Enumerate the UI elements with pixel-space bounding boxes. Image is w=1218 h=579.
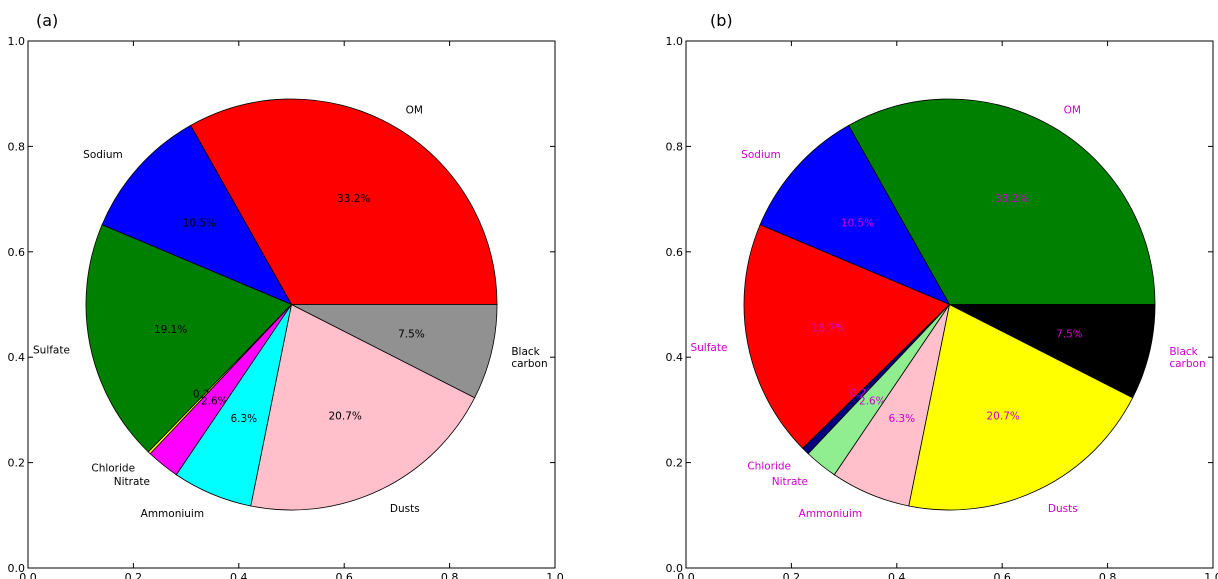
panel-label: (b) xyxy=(710,11,733,30)
pie-slice-om xyxy=(190,98,498,305)
slice-label-ammoniuim: Ammoniuim xyxy=(141,508,204,520)
x-tick-label: 0.0 xyxy=(19,571,37,579)
y-tick-label: 0.0 xyxy=(666,562,684,575)
slice-label-sulfate: Sulfate xyxy=(33,345,70,357)
pie-slice-black-carbon xyxy=(949,304,1156,399)
pct-label-dusts: 20.7% xyxy=(987,411,1020,423)
y-tick-label: 1.0 xyxy=(8,35,26,48)
pie-slice-sodium xyxy=(759,124,951,306)
pie-slice-black-carbon xyxy=(291,304,498,399)
x-tick-label: 0.6 xyxy=(993,571,1011,579)
pie-slice-dusts xyxy=(908,303,1134,511)
pct-label-sulfate: 19.1% xyxy=(154,324,187,336)
x-tick-label: 0.8 xyxy=(1099,571,1117,579)
slice-label-sodium: Sodium xyxy=(741,149,781,161)
slice-label-nitrate: Nitrate xyxy=(772,476,808,488)
pct-label-sulfate: 18.7% xyxy=(812,323,845,335)
y-tick-label: 0.0 xyxy=(8,562,26,575)
y-tick-label: 0.4 xyxy=(666,351,684,364)
pie-slice-sulfate xyxy=(85,224,293,453)
slice-label-sulfate: Sulfate xyxy=(690,342,727,354)
y-tick-label: 0.6 xyxy=(8,246,26,259)
pct-label-black-carbon: 7.5% xyxy=(1056,328,1083,340)
pct-label-nitrate: 2.6% xyxy=(859,396,886,408)
pct-label-ammoniuim: 6.3% xyxy=(888,413,915,425)
y-tick-label: 0.4 xyxy=(8,351,26,364)
slice-label-black-carbon: Black carbon xyxy=(1169,346,1205,370)
pct-label-black-carbon: 7.5% xyxy=(398,328,425,340)
slice-label-om: OM xyxy=(1064,104,1081,116)
x-tick-label: 1.0 xyxy=(546,571,564,579)
y-tick-label: 0.2 xyxy=(666,457,684,470)
x-tick-label: 0.0 xyxy=(677,571,695,579)
pct-label-sodium: 10.5% xyxy=(841,217,874,229)
slice-label-dusts: Dusts xyxy=(1048,503,1078,515)
slice-label-dusts: Dusts xyxy=(390,503,420,515)
pie-slice-sulfate xyxy=(743,224,951,449)
pct-label-om: 33.2% xyxy=(995,193,1028,205)
pct-label-sodium: 10.5% xyxy=(183,217,216,229)
panel-label: (a) xyxy=(36,11,58,30)
x-tick-label: 0.4 xyxy=(230,571,248,579)
pct-label-ammoniuim: 6.3% xyxy=(230,413,257,425)
pct-label-dusts: 20.7% xyxy=(329,411,362,423)
x-tick-label: 0.8 xyxy=(441,571,459,579)
pie-slice-sodium xyxy=(101,124,293,306)
x-tick-label: 1.0 xyxy=(1204,571,1218,579)
chart-panel-0: (a) 0.0 0.2 0.4 0.6 0.8 1.0 0.0 0.2 0.4 0.6 0.8 1.0 3… xyxy=(8,11,564,579)
y-tick-label: 0.6 xyxy=(666,246,684,259)
slice-label-chloride: Chloride xyxy=(747,461,791,473)
slice-label-nitrate: Nitrate xyxy=(114,476,150,488)
x-tick-label: 0.6 xyxy=(335,571,353,579)
x-tick-label: 0.2 xyxy=(125,571,143,579)
slice-label-sodium: Sodium xyxy=(83,149,123,161)
pie-slice-dusts xyxy=(250,303,476,511)
slice-label-om: OM xyxy=(406,104,423,116)
slice-label-chloride: Chloride xyxy=(91,463,135,475)
pct-label-nitrate: 2.6% xyxy=(201,396,228,408)
chart-panel-1: (b) 0.0 0.2 0.4 0.6 0.8 1.0 0.0 0.2 0.4 0.6 0.8 1.0 3… xyxy=(666,11,1218,579)
pie-slice-om xyxy=(848,98,1156,305)
x-tick-label: 0.2 xyxy=(783,571,801,579)
y-tick-label: 0.2 xyxy=(8,457,26,470)
y-tick-label: 0.8 xyxy=(8,140,26,153)
pct-label-om: 33.2% xyxy=(337,193,370,205)
slice-label-ammoniuim: Ammoniuim xyxy=(799,508,862,520)
y-tick-label: 0.8 xyxy=(666,140,684,153)
slice-label-black-carbon: Black carbon xyxy=(511,346,547,370)
y-tick-label: 1.0 xyxy=(666,35,684,48)
x-tick-label: 0.4 xyxy=(888,571,906,579)
